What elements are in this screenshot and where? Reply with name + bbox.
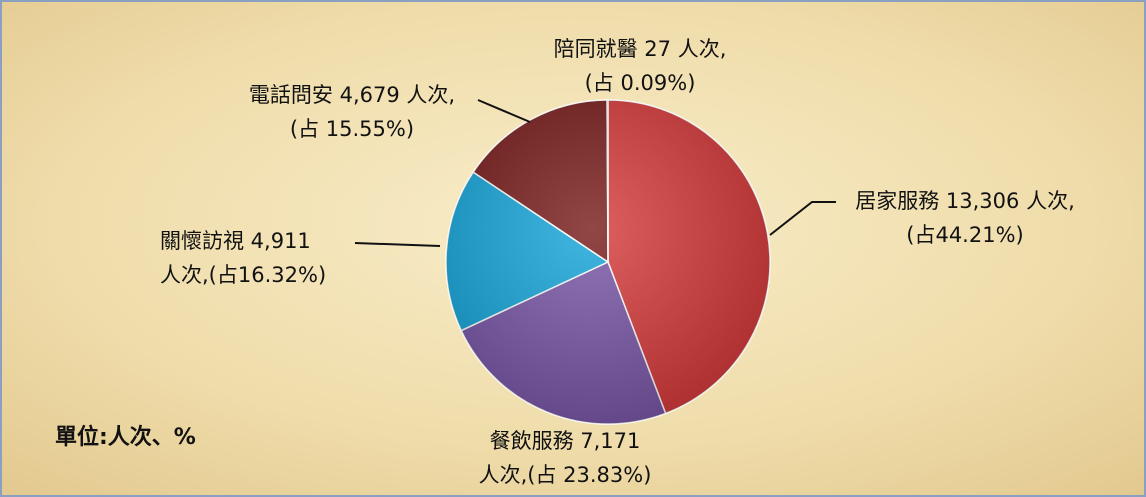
leader-line xyxy=(477,99,531,123)
pie xyxy=(445,99,771,425)
data-label: 關懷訪視 4,911 xyxy=(160,229,311,253)
data-label: (占44.21%) xyxy=(906,223,1023,247)
data-label: 人次,(占16.32%) xyxy=(160,263,326,287)
data-label: 人次,(占 23.83%) xyxy=(479,463,652,487)
data-label: 居家服務 13,306 人次, xyxy=(855,189,1075,213)
data-label: 電話問安 4,679 人次, xyxy=(249,83,455,107)
unit-note: 單位:人次、% xyxy=(55,424,196,450)
data-label: (占 0.09%) xyxy=(585,71,696,95)
leader-line xyxy=(354,242,441,247)
data-label: (占 15.55%) xyxy=(290,117,414,141)
leader-line xyxy=(769,201,836,236)
leader-lines xyxy=(354,99,836,247)
data-label: 餐飲服務 7,171 xyxy=(490,429,641,453)
pie-slice xyxy=(606,99,609,263)
data-label: 陪同就醫 27 人次, xyxy=(554,37,727,61)
